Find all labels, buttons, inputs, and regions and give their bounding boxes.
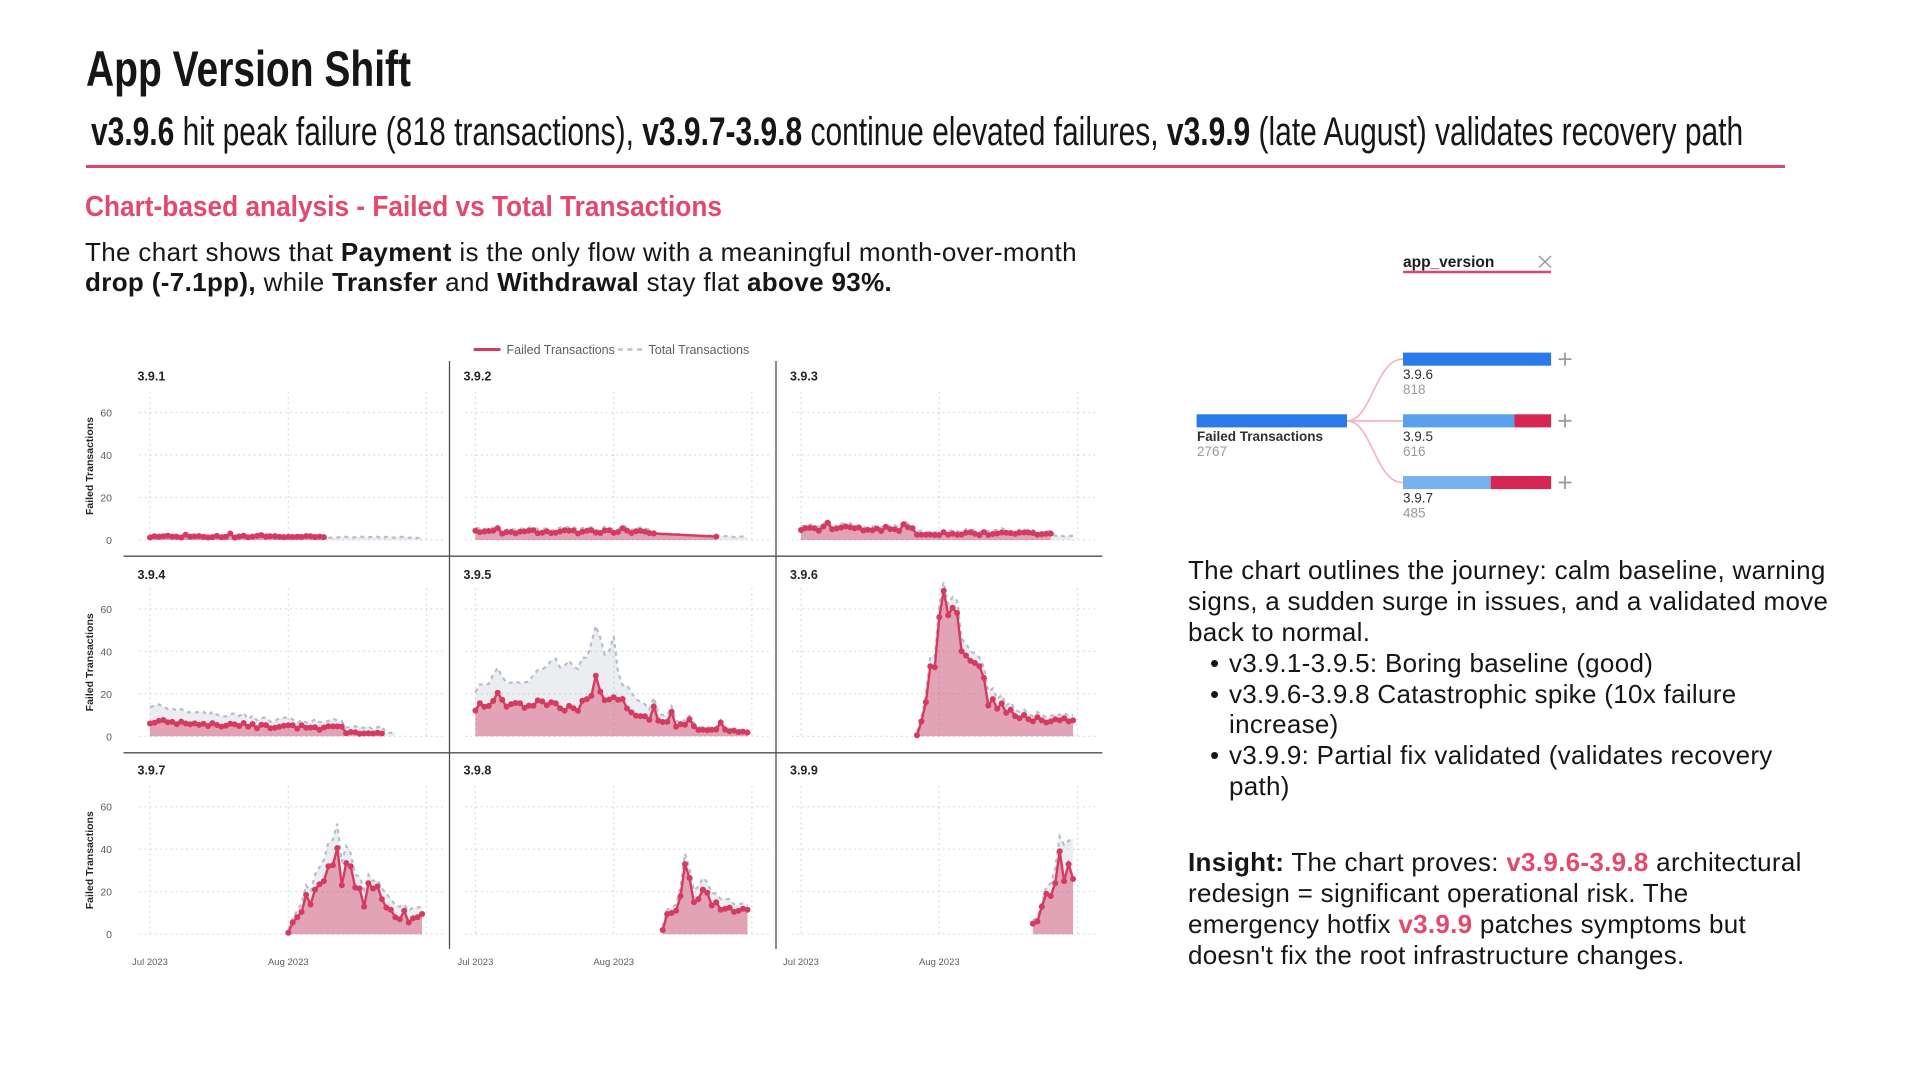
svg-text:Failed Transactions: Failed Transactions [1197, 429, 1323, 444]
svg-text:Aug 2023: Aug 2023 [593, 957, 634, 968]
svg-text:Failed Transactions: Failed Transactions [507, 343, 615, 357]
svg-text:3.9.7: 3.9.7 [1403, 491, 1433, 506]
svg-text:2767: 2767 [1197, 444, 1227, 459]
svg-text:818: 818 [1403, 382, 1426, 397]
svg-text:Failed Transactions: Failed Transactions [84, 613, 96, 711]
svg-text:3.9.6: 3.9.6 [790, 568, 818, 582]
svg-text:616: 616 [1403, 444, 1426, 459]
svg-text:3.9.2: 3.9.2 [464, 370, 492, 384]
svg-text:3.9.9: 3.9.9 [790, 764, 818, 778]
svg-text:3.9.6: 3.9.6 [1403, 367, 1433, 382]
svg-text:Jul 2023: Jul 2023 [457, 957, 493, 968]
svg-text:20: 20 [100, 689, 112, 701]
svg-text:0: 0 [106, 929, 112, 941]
svg-text:Aug 2023: Aug 2023 [268, 957, 309, 968]
svg-text:3.9.5: 3.9.5 [1403, 429, 1433, 444]
svg-text:Failed Transactions: Failed Transactions [84, 417, 96, 515]
svg-text:3.9.8: 3.9.8 [464, 764, 492, 778]
svg-text:3.9.4: 3.9.4 [138, 568, 166, 582]
svg-text:Jul 2023: Jul 2023 [783, 957, 819, 968]
svg-text:40: 40 [100, 646, 112, 658]
svg-text:Aug 2023: Aug 2023 [919, 957, 960, 968]
svg-text:20: 20 [100, 887, 112, 899]
svg-text:Jul 2023: Jul 2023 [132, 957, 168, 968]
svg-text:60: 60 [100, 408, 112, 420]
svg-text:40: 40 [100, 844, 112, 856]
svg-text:3.9.5: 3.9.5 [464, 568, 492, 582]
svg-text:0: 0 [106, 535, 112, 547]
svg-text:Total Transactions: Total Transactions [649, 343, 750, 357]
svg-text:app_version: app_version [1403, 254, 1494, 271]
svg-text:Failed Transactions: Failed Transactions [84, 811, 96, 909]
svg-text:60: 60 [100, 802, 112, 814]
svg-text:3.9.1: 3.9.1 [138, 370, 166, 384]
svg-text:20: 20 [100, 493, 112, 505]
svg-text:3.9.7: 3.9.7 [138, 764, 166, 778]
svg-text:485: 485 [1403, 506, 1426, 521]
svg-text:40: 40 [100, 450, 112, 462]
svg-text:3.9.3: 3.9.3 [790, 370, 818, 384]
svg-text:0: 0 [106, 731, 112, 743]
svg-text:60: 60 [100, 604, 112, 616]
